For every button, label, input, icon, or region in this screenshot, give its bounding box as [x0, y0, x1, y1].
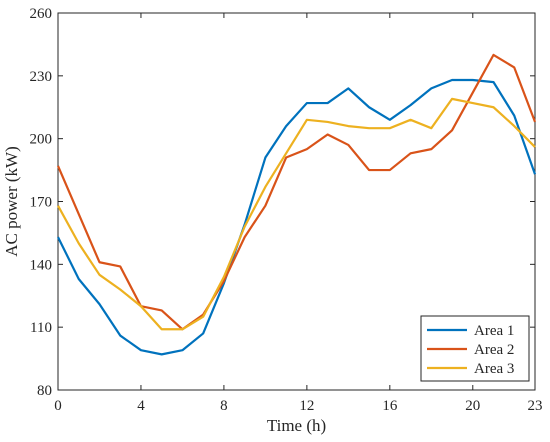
series-line-3: [57, 97, 536, 331]
series-lines: [56, 53, 537, 356]
legend-label-3: Area 3: [474, 361, 514, 377]
y-axis-label: AC power (kW): [2, 146, 21, 256]
series-line-2: [56, 53, 537, 331]
x-tick-label: 23: [528, 398, 543, 414]
x-tick-label: 0: [54, 398, 62, 414]
plot-area: 0 4 8 12 16 20 23 80 110 140 170 200 230 260: [30, 6, 543, 414]
y-tick-label: 110: [30, 320, 52, 336]
series-line-1: [57, 78, 537, 356]
legend-items: Area 1 Area 2 Area 3: [427, 323, 514, 377]
legend-label-2: Area 2: [474, 342, 514, 358]
y-tick-label: 140: [30, 257, 53, 273]
x-tick-label: 12: [299, 398, 314, 414]
legend-label-1: Area 1: [474, 323, 514, 339]
y-axis-ticks: 80 110 140 170 200 230 260: [30, 6, 535, 399]
x-axis-label: Time (h): [267, 416, 326, 435]
x-tick-label: 20: [465, 398, 480, 414]
y-tick-label: 260: [30, 6, 53, 22]
y-tick-label: 230: [30, 69, 53, 85]
legend: Area 1 Area 2 Area 3: [420, 315, 530, 382]
x-tick-label: 4: [137, 398, 145, 414]
y-tick-label: 170: [30, 195, 53, 211]
x-tick-label: 8: [220, 398, 228, 414]
x-tick-label: 16: [382, 398, 398, 414]
y-tick-label: 200: [30, 132, 53, 148]
x-axis-ticks: 0 4 8 12 16 20 23: [54, 13, 543, 414]
y-tick-label: 80: [37, 383, 52, 399]
